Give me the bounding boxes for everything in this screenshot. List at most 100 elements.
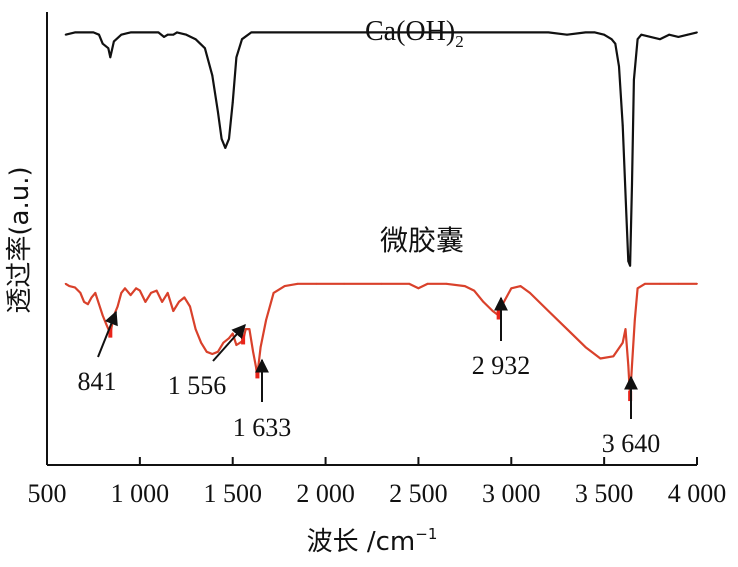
data-point (217, 110, 219, 113)
data-point (621, 124, 624, 127)
data-point (64, 33, 67, 36)
data-point (105, 323, 108, 326)
data-point (148, 31, 151, 34)
data-point (98, 303, 100, 306)
data-point (426, 282, 429, 285)
data-point (636, 287, 639, 290)
data-point (116, 305, 119, 308)
data-point (649, 36, 652, 38)
data-point (636, 38, 639, 41)
data-point (547, 310, 550, 312)
data-point (189, 305, 191, 308)
data-point (200, 341, 203, 344)
data-point (144, 301, 147, 303)
annotation-label: 1 556 (168, 371, 227, 400)
series-layer (64, 31, 698, 399)
data-point (120, 33, 123, 36)
series-label-microcapsule: 微胶囊 (380, 225, 464, 257)
data-point (68, 285, 71, 287)
data-point (510, 287, 513, 290)
data-point (244, 328, 247, 330)
x-tick-label: 500 (28, 479, 67, 508)
data-point (399, 31, 401, 34)
data-point (239, 341, 242, 344)
data-point (204, 47, 206, 50)
data-point (519, 285, 522, 287)
data-point (139, 31, 141, 34)
data-point (633, 79, 635, 81)
data-point (74, 286, 76, 289)
data-point (231, 101, 234, 104)
data-point (621, 341, 624, 344)
data-point (259, 346, 262, 349)
peak-marker (108, 327, 113, 338)
data-point (120, 292, 123, 294)
x-tick-label: 3 500 (575, 479, 634, 508)
data-point (473, 31, 475, 34)
data-point (166, 292, 169, 294)
data-point (139, 289, 141, 292)
data-point (659, 38, 661, 41)
data-point (640, 33, 643, 36)
data-point (252, 350, 255, 353)
data-point (324, 31, 327, 34)
series-line-2 (65, 282, 697, 399)
data-point (176, 31, 178, 34)
data-point (235, 344, 238, 346)
data-point (90, 296, 93, 299)
data-point (464, 285, 466, 287)
series-line-1 (65, 31, 698, 267)
data-point (157, 31, 160, 34)
x-tick-label: 3 000 (482, 479, 541, 508)
data-point (166, 33, 169, 36)
data-point (241, 38, 243, 41)
data-point (163, 36, 165, 38)
data-point (178, 301, 180, 303)
data-point (161, 301, 164, 303)
peak-marker (255, 368, 260, 379)
x-tick-label: 2 000 (296, 479, 355, 508)
data-point (113, 40, 115, 43)
data-point (614, 42, 617, 45)
data-point (610, 38, 613, 41)
data-point (445, 282, 448, 285)
axes (46, 12, 697, 466)
data-point (109, 56, 112, 59)
data-point (287, 31, 290, 34)
data-point (92, 31, 95, 34)
data-point (248, 328, 251, 330)
x-ticks: 500 1 000 1 500 2 000 2 500 3 000 3 500 4 000 (28, 457, 726, 508)
data-point (631, 183, 633, 186)
data-point (296, 282, 299, 285)
data-point (83, 31, 85, 34)
data-point (217, 350, 219, 353)
series-label-subscript: 2 (455, 32, 464, 51)
data-point (135, 287, 138, 290)
data-point (101, 42, 104, 45)
x-tick-label: 2 500 (389, 479, 448, 508)
annotation-label: 2 932 (472, 351, 531, 380)
peak-marker (241, 334, 246, 345)
data-point (269, 31, 271, 34)
data-point (220, 137, 223, 140)
data-point (627, 364, 630, 367)
data-point (74, 31, 76, 34)
data-point (107, 47, 110, 50)
data-point (211, 74, 214, 77)
data-point (272, 292, 275, 294)
annotation-label: 1 633 (233, 413, 292, 442)
data-point (612, 355, 615, 358)
data-point (129, 294, 132, 296)
data-point (64, 282, 67, 285)
data-point (624, 328, 627, 330)
series-labels: Ca(OH)2 微胶囊 (365, 16, 464, 257)
data-point (627, 260, 630, 262)
annotation-arrow (97, 310, 118, 358)
data-point (529, 292, 531, 294)
data-point (566, 33, 568, 36)
data-point (211, 353, 214, 355)
data-point (129, 31, 132, 34)
data-point (482, 301, 485, 303)
